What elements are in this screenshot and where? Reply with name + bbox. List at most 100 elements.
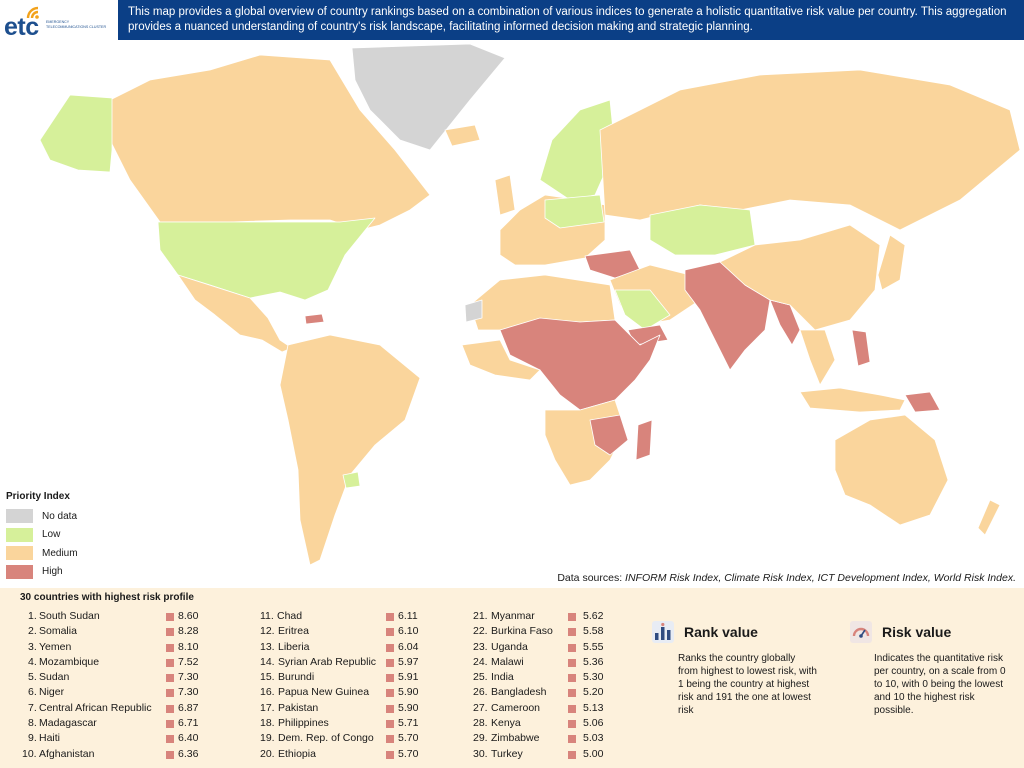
country-name: Central African Republic — [39, 701, 152, 714]
region-japan — [877, 234, 906, 291]
rank-number: 15. — [260, 671, 275, 684]
header-band: This map provides a global overview of c… — [118, 0, 1024, 40]
region-greenland — [351, 43, 506, 151]
risk-score: 6.10 — [398, 625, 419, 638]
risk-score: 5.03 — [583, 732, 604, 745]
risk-marker — [166, 643, 174, 652]
rank-number: 23. — [473, 640, 488, 653]
legend-swatch — [6, 564, 33, 579]
rank-number: 3. — [28, 640, 37, 653]
risk-score: 8.28 — [178, 625, 199, 638]
region-haiti — [304, 313, 325, 325]
country-name: Malawi — [491, 655, 524, 668]
country-name: Turkey — [491, 747, 523, 760]
rank-number: 4. — [28, 655, 37, 668]
rank-value-text: Ranks the country globally from highest … — [678, 653, 817, 716]
rank-number: 8. — [28, 717, 37, 730]
risk-value-info: Risk value Indicates the quantitative ri… — [850, 621, 1014, 717]
risk-score: 6.71 — [178, 717, 199, 730]
rank-number: 11. — [260, 610, 274, 622]
country-name: Mozambique — [39, 655, 100, 668]
risk-marker — [568, 628, 576, 637]
rank-number: 13. — [260, 640, 275, 653]
risk-score: 5.90 — [398, 686, 419, 699]
risk-marker — [568, 704, 576, 713]
rank-number: 1. — [28, 610, 37, 622]
risk-score: 8.10 — [178, 640, 199, 653]
risk-marker — [568, 643, 576, 652]
legend-label: High — [42, 566, 63, 578]
region-philippines — [851, 329, 871, 367]
rank-number: 28. — [473, 717, 488, 730]
rank-number: 5. — [28, 671, 37, 684]
rank-number: 27. — [473, 701, 488, 714]
country-name: Ethiopia — [278, 747, 316, 760]
risk-score: 5.71 — [398, 717, 419, 730]
region-canada — [109, 54, 431, 231]
risk-marker — [568, 613, 576, 621]
risk-score: 7.30 — [178, 671, 199, 684]
region-iceland — [444, 124, 481, 147]
rank-number: 17. — [260, 701, 275, 714]
risk-score: 5.70 — [398, 732, 419, 745]
risk-marker — [166, 689, 174, 698]
bar-chart-icon — [652, 621, 674, 643]
region-indonesia — [799, 387, 906, 413]
country-name: Chad — [277, 610, 303, 622]
rank-value-title: Rank value — [684, 624, 758, 640]
risk-score: 5.06 — [583, 717, 604, 730]
region-kazakhstan — [649, 204, 756, 256]
rank-number: 20. — [260, 747, 275, 760]
region-new-zealand — [977, 499, 1001, 536]
risk-score: 5.30 — [583, 671, 604, 684]
logo-wordmark: etc — [4, 13, 39, 41]
risk-marker — [166, 674, 174, 683]
risk-marker — [386, 704, 394, 713]
rank-number: 12. — [260, 625, 275, 638]
region-madagascar — [635, 419, 653, 461]
header: etc EMERGENCY TELECOMMUNICATIONS CLUSTER… — [0, 0, 1024, 41]
risk-score: 5.55 — [583, 640, 604, 653]
sources-list: INFORM Risk Index, Climate Risk Index, I… — [625, 572, 1016, 584]
region-china — [719, 224, 881, 331]
legend-title: Priority Index — [6, 491, 70, 502]
ranking-panel: 30 countries with highest risk profile 1… — [0, 588, 1024, 768]
region-southeast-asia — [799, 329, 836, 386]
risk-score: 5.62 — [583, 610, 604, 622]
country-name: Pakistan — [278, 701, 319, 714]
region-alaska — [39, 94, 113, 173]
risk-score: 6.36 — [178, 747, 199, 760]
legend-swatch — [6, 546, 33, 561]
region-central-europe-low — [544, 194, 605, 229]
risk-marker — [386, 750, 394, 759]
country-name: Madagascar — [39, 717, 97, 730]
rank-number: 9. — [28, 732, 37, 745]
risk-marker — [568, 689, 576, 698]
world-risk-map — [0, 40, 1024, 588]
risk-score: 7.52 — [178, 655, 199, 668]
risk-score: 6.87 — [178, 701, 199, 714]
country-name: Kenya — [491, 717, 521, 730]
risk-score: 5.20 — [583, 686, 604, 699]
region-uruguay — [342, 471, 361, 489]
gauge-icon — [850, 621, 872, 643]
region-usa — [157, 217, 376, 301]
ranking-title: 30 countries with highest risk profile — [20, 592, 194, 603]
country-name: India — [491, 671, 514, 684]
legend-label: Low — [42, 529, 61, 541]
risk-score: 6.40 — [178, 732, 199, 745]
rank-number: 25. — [473, 671, 488, 684]
risk-marker — [568, 658, 576, 667]
legend-label: No data — [42, 510, 78, 522]
country-name: Afghanistan — [39, 747, 95, 760]
risk-marker — [386, 689, 394, 698]
region-west-africa — [461, 339, 541, 381]
risk-score: 6.04 — [398, 640, 419, 653]
risk-marker — [166, 750, 174, 759]
risk-score: 5.70 — [398, 747, 419, 760]
sources-prefix: Data sources: — [557, 572, 626, 584]
region-mexico-central-america — [177, 274, 293, 353]
region-south-america — [279, 334, 421, 566]
risk-marker — [166, 720, 174, 729]
country-name: Dem. Rep. of Congo — [278, 732, 374, 745]
